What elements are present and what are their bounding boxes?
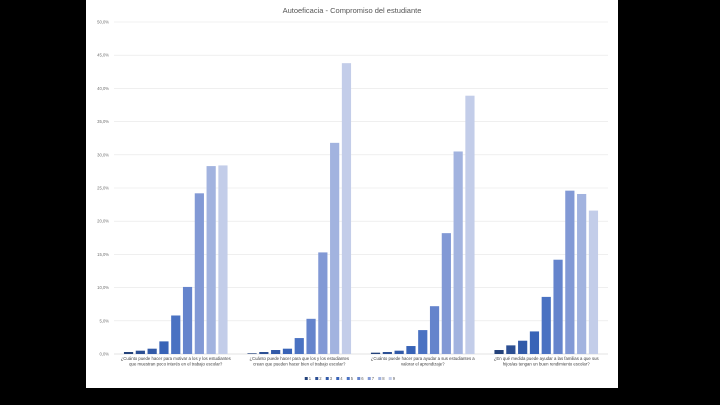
bar <box>565 190 575 354</box>
bar <box>453 151 463 354</box>
legend: 1 2 3 4 5 6 7 8 9 <box>304 376 396 381</box>
bar <box>247 353 257 354</box>
legend-label: 9 <box>393 376 396 381</box>
y-tick-label: 50,0% <box>97 20 109 25</box>
bar <box>341 63 352 354</box>
bar <box>577 193 587 354</box>
legend-swatch <box>336 377 340 380</box>
x-tick-label: hijos/as tengan un buen rendimiento esco… <box>503 362 590 367</box>
bar <box>318 252 328 354</box>
bar <box>259 352 269 354</box>
legend-label: 7 <box>372 376 375 381</box>
legend-label: 1 <box>309 376 312 381</box>
x-tick-label: ¿En qué medida puede ayudar a las famili… <box>494 356 599 361</box>
legend-swatch <box>357 377 361 380</box>
legend-swatch <box>378 377 382 380</box>
legend-swatch <box>388 377 392 380</box>
bar <box>394 350 404 354</box>
y-tick-label: 25,0% <box>97 186 109 191</box>
legend-swatch <box>325 377 329 380</box>
x-tick-label: ¿Cuánto puede hacer para motivar a los y… <box>121 356 231 361</box>
y-tick-label: 10,0% <box>97 285 109 290</box>
bar <box>506 345 516 354</box>
legend-label: 5 <box>351 376 354 381</box>
x-tick-label: que muestran poco interés en el trabajo … <box>129 362 223 367</box>
bar <box>494 350 504 354</box>
y-tick-label: 15,0% <box>97 252 109 257</box>
bar <box>206 166 216 354</box>
bar <box>553 259 563 354</box>
bar <box>306 318 316 354</box>
category-labels: ¿Cuánto puede hacer para motivar a los y… <box>121 356 599 367</box>
bar <box>147 348 157 354</box>
bar <box>282 348 293 354</box>
bar <box>406 346 416 354</box>
bar <box>159 341 169 354</box>
bar <box>518 340 528 354</box>
legend-swatch <box>304 377 308 380</box>
bar <box>441 233 451 354</box>
bar <box>465 95 475 354</box>
bar <box>330 142 340 354</box>
bar <box>218 165 228 354</box>
bar <box>382 352 392 354</box>
bar <box>182 286 193 354</box>
bar-chart: Autoeficacia - Compromiso del estudiante… <box>97 6 608 381</box>
legend-label: 4 <box>340 376 343 381</box>
y-tick-label: 35,0% <box>97 119 109 124</box>
x-tick-label: ¿Cuánto puede hacer para ayudar a sus es… <box>371 356 476 361</box>
chart-panel: Autoeficacia - Compromiso del estudiante… <box>86 0 618 388</box>
bar <box>418 330 428 354</box>
bar <box>123 352 134 354</box>
legend-swatch <box>346 377 350 380</box>
legend-swatch <box>315 377 319 380</box>
y-tick-label: 20,0% <box>97 219 109 224</box>
y-axis-ticks: 0,0% 5,0% 10,0% 15,0% 20,0% 25,0% 30,0% 35,0% 40… <box>97 20 109 357</box>
bar <box>194 193 204 354</box>
chart-title: Autoeficacia - Compromiso del estudiante <box>283 6 422 15</box>
bars <box>123 63 599 354</box>
bar <box>370 352 381 354</box>
bar <box>588 210 599 354</box>
legend-label: 3 <box>330 376 333 381</box>
legend-label: 8 <box>382 376 385 381</box>
y-tick-label: 30,0% <box>97 152 109 157</box>
bar <box>429 306 440 354</box>
x-tick-label: crean que pueden hacer bien el trabajo e… <box>253 362 346 367</box>
legend-swatch <box>367 377 371 380</box>
y-tick-label: 45,0% <box>97 53 109 58</box>
bar <box>271 350 281 354</box>
bar <box>294 338 304 354</box>
x-tick-label: valorar el aprendizaje? <box>401 362 445 367</box>
y-tick-label: 40,0% <box>97 86 109 91</box>
bar <box>541 296 551 354</box>
y-tick-label: 5,0% <box>99 318 109 323</box>
bar <box>529 331 540 354</box>
y-tick-label: 0,0% <box>99 352 109 357</box>
bar <box>171 315 181 354</box>
legend-label: 2 <box>319 376 322 381</box>
bar <box>135 350 145 354</box>
legend-label: 6 <box>361 376 364 381</box>
x-tick-label: ¿Cuánto puede hacer para que los y los e… <box>249 356 349 361</box>
